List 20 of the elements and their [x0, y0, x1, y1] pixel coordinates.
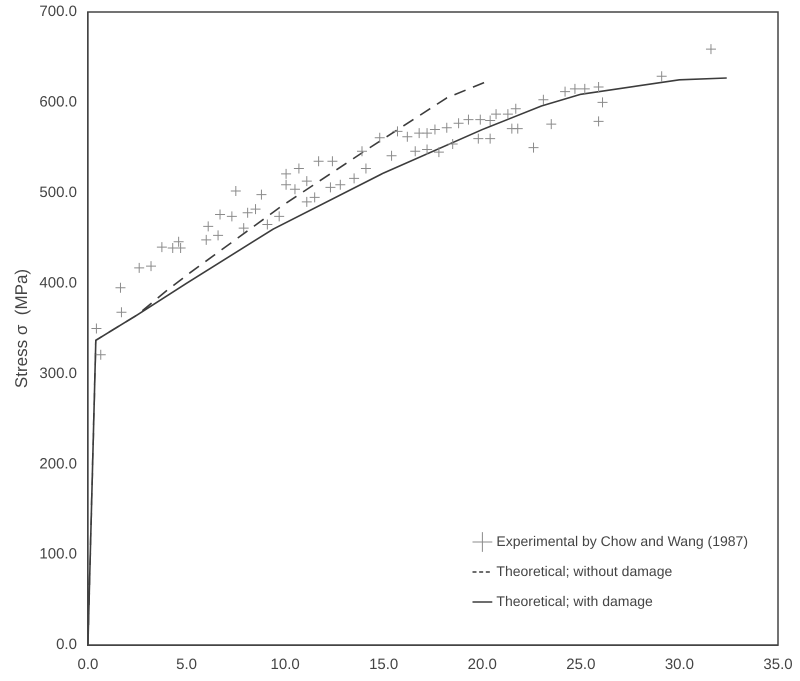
- y-tick-label: 700.0: [39, 3, 77, 20]
- y-tick-label: 300.0: [39, 364, 77, 382]
- x-tick-label: 30.0: [664, 656, 694, 674]
- y-tick-label: 0.0: [56, 636, 77, 654]
- x-tick-label: 5.0: [176, 656, 197, 674]
- x-tick-label: 15.0: [369, 656, 398, 674]
- y-tick-label: 400.0: [39, 274, 77, 292]
- x-tick-label: 20.0: [468, 656, 497, 674]
- x-tick-label: 10.0: [270, 656, 300, 674]
- legend-label: Experimental by Chow and Wang (1987): [496, 532, 748, 549]
- x-tick-label: 25.0: [566, 656, 596, 674]
- y-tick-label: 500.0: [39, 184, 77, 201]
- legend-label: Theoretical; without damage: [496, 562, 672, 579]
- y-tick-label: 200.0: [39, 455, 77, 472]
- y-tick-label: 100.0: [39, 546, 77, 563]
- legend-label: Theoretical; with damage: [496, 592, 654, 609]
- x-tick-label: 0.0: [78, 656, 98, 674]
- y-axis-title: Stress σ (MPa): [12, 268, 31, 388]
- y-tick-label: 600.0: [39, 94, 77, 111]
- x-tick-label: 35.0: [763, 656, 793, 674]
